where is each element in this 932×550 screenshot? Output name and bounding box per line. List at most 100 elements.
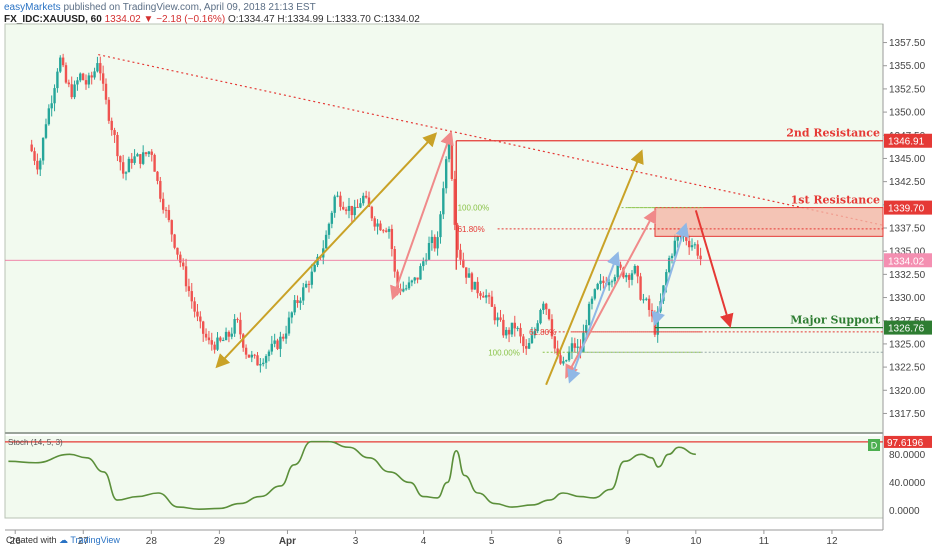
candle-body [487, 295, 491, 297]
candle-body [356, 206, 359, 208]
level-name-label: Major Support [790, 314, 881, 327]
candle-body [267, 351, 271, 357]
candle-body [442, 188, 445, 215]
candle-body [239, 319, 242, 335]
candle-body [167, 210, 171, 221]
candle-body [284, 333, 288, 339]
candle-body [639, 276, 642, 300]
candle-body [519, 327, 522, 337]
candle-body [210, 340, 213, 345]
candle-body [207, 337, 211, 341]
candle-body [693, 244, 697, 246]
price-tag [884, 320, 932, 335]
candle-body [201, 321, 205, 334]
candle-body [93, 71, 96, 78]
candle-body [567, 351, 571, 361]
candle-body [87, 75, 91, 85]
candle-body [553, 336, 557, 349]
candle-body [619, 264, 622, 268]
candle-body [264, 356, 268, 363]
candle-body [330, 212, 334, 224]
candle-body [556, 348, 559, 356]
candle-body [636, 265, 639, 277]
candle-body [136, 154, 139, 157]
candle-body [119, 156, 122, 163]
swing-arrow-pink [390, 130, 454, 301]
price-tag-label: 1346.91 [888, 137, 925, 148]
stoch-label: Stoch (14, 5, 3) [8, 438, 63, 447]
candle-body [493, 306, 496, 321]
y-tick-label: 1332.50 [889, 270, 926, 281]
candle-body [299, 300, 302, 304]
candle-body [121, 162, 125, 174]
candle-body [270, 343, 274, 352]
fib-level-label: 100.00% [458, 204, 490, 213]
candle-body [453, 178, 456, 225]
candle-body [570, 343, 574, 352]
price-change: ▼ −2.18 (−0.16%) [143, 14, 226, 25]
candle-body [176, 247, 179, 255]
candle-body [184, 266, 188, 287]
candle-body [416, 277, 419, 280]
candle-body [190, 291, 193, 302]
candle-body [379, 223, 382, 231]
stoch-tick-label: 80.0000 [889, 450, 926, 461]
candle-body [542, 303, 545, 311]
y-tick-label: 1345.00 [889, 154, 926, 165]
candle-body [510, 322, 514, 335]
candle-body [550, 319, 554, 337]
x-tick-label: 27 [78, 536, 90, 547]
y-tick-label: 1337.50 [889, 224, 926, 235]
candle-body [161, 198, 165, 210]
candle-body [530, 335, 534, 344]
candle-body [625, 275, 628, 278]
candle-body [130, 158, 133, 163]
candle-body [422, 261, 425, 267]
candle-body [204, 333, 208, 338]
candle-body [279, 336, 282, 349]
candle-body [382, 230, 385, 232]
candle-body [233, 319, 236, 334]
candle-body [336, 195, 339, 197]
y-tick-label: 1317.50 [889, 409, 926, 420]
candle-body [476, 281, 479, 294]
publisher-brand[interactable]: easyMarkets [4, 2, 61, 13]
candle-body [353, 206, 356, 216]
y-tick-label: 1357.50 [889, 38, 926, 49]
candle-body [433, 236, 436, 249]
candle-body [304, 283, 308, 288]
candle-body [127, 158, 131, 173]
candle-body [324, 234, 328, 249]
candle-body [253, 354, 256, 356]
candle-body [364, 195, 368, 198]
candle-body [196, 311, 199, 317]
candle-body [359, 203, 362, 208]
candle-body [590, 298, 594, 304]
y-tick-label: 1342.50 [889, 177, 926, 188]
candle-body [73, 84, 76, 98]
candle-body [230, 333, 233, 337]
tradingview-link[interactable]: TradingView [70, 535, 120, 545]
candle-body [141, 152, 145, 164]
candle-body [293, 300, 296, 313]
candle-body [216, 337, 219, 350]
candle-body [456, 224, 459, 250]
candle-body [50, 103, 53, 109]
candle-body [470, 273, 474, 290]
candle-body [699, 255, 702, 260]
candle-body [116, 134, 119, 157]
candle-body [213, 344, 216, 350]
candle-body [181, 262, 185, 267]
candle-body [79, 73, 82, 81]
candle-body [302, 287, 305, 301]
candle-body [247, 354, 251, 358]
candle-body [250, 354, 253, 358]
last-price: 1334.02 [104, 14, 141, 25]
candle-body [76, 80, 79, 85]
y-tick-label: 1322.50 [889, 363, 926, 374]
candle-body [627, 275, 631, 280]
candle-body [573, 343, 577, 348]
candle-body [650, 309, 654, 317]
candle-body [539, 310, 542, 324]
